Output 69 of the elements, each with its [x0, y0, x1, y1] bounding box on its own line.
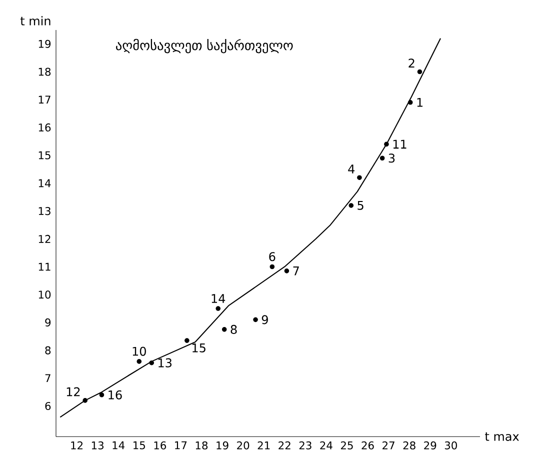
- point: [82, 398, 88, 403]
- y-tick-label: 9: [45, 318, 51, 326]
- x-axis-title: t max: [485, 432, 519, 441]
- y-tick-label: 14: [38, 179, 51, 188]
- y-tick-label: 12: [38, 234, 50, 243]
- point: [270, 264, 275, 270]
- annotation: 5: [358, 201, 364, 210]
- x-tick-label: 21: [258, 441, 270, 450]
- point: [253, 317, 258, 322]
- line-series: [60, 38, 442, 418]
- annotation: 13: [158, 358, 172, 368]
- x-tick-label: 14: [112, 441, 125, 450]
- x-tick-label: 30: [444, 441, 457, 450]
- annotation: 9: [262, 315, 268, 324]
- point: [149, 360, 154, 366]
- x-tick-label: 12: [71, 441, 82, 450]
- point: [136, 359, 142, 364]
- point: [216, 306, 221, 311]
- point: [284, 268, 290, 274]
- point: [357, 175, 362, 180]
- annotation: 16: [108, 390, 122, 400]
- x-tick-label: 27: [382, 441, 394, 450]
- y-tick-label: 6: [45, 402, 51, 410]
- x-tick-label: 24: [320, 441, 332, 450]
- annotation: 10: [132, 346, 146, 356]
- point: [417, 69, 422, 74]
- annotation: 3: [388, 154, 395, 163]
- x-tick-label: 22: [278, 441, 290, 450]
- point: [99, 392, 104, 398]
- y-tick-label: 16: [38, 123, 51, 132]
- x-tick-label: 17: [175, 441, 187, 450]
- x-tick-label: 15: [134, 441, 145, 450]
- x-tick-label: 18: [196, 441, 208, 450]
- annotation: 11: [393, 140, 406, 149]
- point: [184, 338, 190, 343]
- x-tick-label: 13: [92, 441, 104, 450]
- y-tick-label: 11: [38, 262, 50, 271]
- point: [380, 156, 385, 161]
- y-tick-label: 19: [38, 40, 51, 48]
- x-tick-label: 26: [362, 441, 374, 450]
- point: [384, 142, 389, 147]
- point: [408, 100, 413, 105]
- y-tick-label: 8: [45, 346, 51, 354]
- x-tick-label: 20: [237, 441, 250, 450]
- annotation: 14: [212, 294, 226, 303]
- annotation: 1: [417, 98, 422, 107]
- y-tick-label: 10: [38, 290, 51, 299]
- annotation: 6: [269, 252, 276, 262]
- x-tick-label: 19: [216, 441, 228, 450]
- text: აღმოსავლეთ საქართველო: [116, 38, 293, 54]
- x-tick-label: 25: [340, 441, 353, 450]
- annotation: 8: [230, 324, 237, 334]
- y-tick-label: 17: [38, 96, 50, 104]
- point: [348, 203, 354, 208]
- y-tick-label: 13: [38, 206, 50, 216]
- x-tick-label: 29: [424, 441, 436, 450]
- x-tick-label: 28: [403, 441, 416, 450]
- y-tick-label: 18: [38, 68, 51, 76]
- annotation: 7: [293, 266, 299, 276]
- y-tick-label: 15: [38, 151, 50, 160]
- annotation: 12: [66, 387, 80, 396]
- y-tick-label: 7: [45, 374, 50, 382]
- y-axis-title: t min: [20, 16, 50, 26]
- x-tick-label: 23: [299, 441, 312, 450]
- annotation: 2: [408, 58, 414, 68]
- annotation: 4: [348, 164, 355, 174]
- x-tick-label: 16: [154, 441, 166, 450]
- annotation: 15: [192, 344, 206, 352]
- point: [222, 327, 227, 332]
